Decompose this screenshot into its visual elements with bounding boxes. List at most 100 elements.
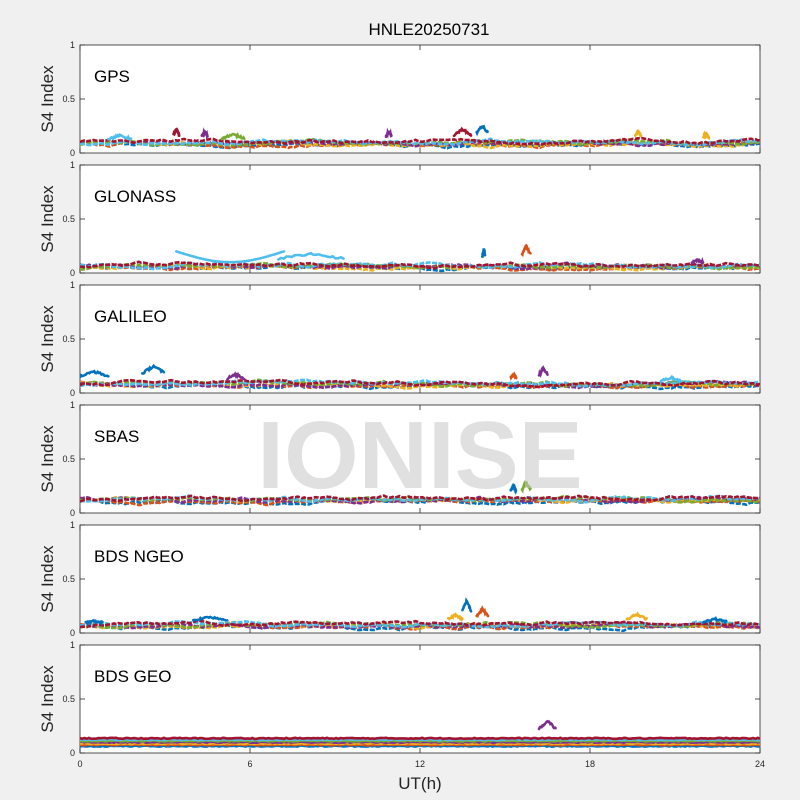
feature-segment [277, 251, 345, 261]
feature-segment [520, 243, 532, 258]
feature-segment [509, 481, 518, 496]
panels: 0 0.5 1 S4 Index GPS 0 0.5 1 S4 Index GLONASS 0 0.5… [38, 40, 765, 769]
y-axis-label: S4 Index [38, 665, 57, 733]
feature-segment [80, 369, 110, 379]
panel-sbas: 0 0.5 1 S4 Index SBAS [38, 400, 761, 518]
feature-segment [384, 127, 393, 140]
data-points [80, 597, 760, 633]
feature-segment [200, 127, 209, 141]
feature-segment [220, 131, 246, 141]
chart-title: HNLE20250731 [369, 20, 490, 39]
y-tick-label: 1 [70, 520, 75, 530]
feature-segment [452, 126, 473, 138]
series-track [80, 494, 760, 504]
data-points [80, 363, 760, 391]
y-tick-label: 1 [70, 400, 75, 410]
feature-segment [192, 615, 229, 622]
feature-segment [175, 250, 286, 264]
series-track [80, 496, 760, 507]
x-axis-label: UT(h) [398, 774, 441, 793]
x-tick-label: 0 [77, 759, 82, 769]
y-tick-label: 0 [70, 628, 75, 638]
constellation-label: SBAS [94, 427, 139, 446]
feature-segment [475, 124, 490, 137]
y-tick-label: 1 [70, 640, 75, 650]
y-axis-label: S4 Index [38, 545, 57, 613]
data-points [80, 243, 760, 273]
plot-area [79, 284, 761, 394]
feature-segment [84, 618, 104, 627]
x-tick-label: 18 [585, 759, 595, 769]
feature-segment [141, 363, 167, 375]
x-tick-label: 12 [415, 759, 425, 769]
y-axis-label: S4 Index [38, 425, 57, 493]
series-track [80, 380, 760, 390]
series-track [80, 137, 760, 147]
series-track [80, 262, 760, 271]
y-tick-label: 0 [70, 268, 75, 278]
y-tick-label: 0.5 [62, 334, 75, 344]
watermark-logo: IONISE [257, 402, 582, 509]
plot-area [79, 644, 761, 754]
feature-segment [702, 616, 728, 626]
series-track [80, 378, 760, 389]
feature-segment [107, 133, 133, 141]
y-axis-label: S4 Index [38, 305, 57, 373]
y-tick-label: 0.5 [62, 454, 75, 464]
constellation-label: BDS NGEO [94, 547, 184, 566]
series-track [80, 136, 760, 146]
panel-bds-ngeo: 0 0.5 1 S4 Index BDS NGEO [38, 520, 761, 638]
y-tick-label: 0.5 [62, 214, 75, 224]
feature-segment [475, 605, 490, 618]
y-tick-label: 1 [70, 40, 75, 50]
x-tick-label: 6 [247, 759, 252, 769]
data-points [80, 124, 760, 150]
feature-segment [172, 125, 181, 137]
plot-area [79, 524, 761, 634]
series-track [80, 739, 760, 743]
series-track [80, 497, 760, 506]
series-track [80, 736, 760, 741]
panel-galileo: 0 0.5 1 S4 Index GALILEO [38, 280, 761, 398]
panel-glonass: 0 0.5 1 S4 Index GLONASS [38, 160, 761, 278]
feature-segment [520, 478, 532, 494]
feature-segment [481, 246, 487, 258]
series-track [80, 621, 760, 630]
series-track [80, 261, 760, 271]
y-tick-label: 0 [70, 748, 75, 758]
constellation-label: GPS [94, 67, 130, 86]
y-tick-label: 0.5 [62, 574, 75, 584]
y-tick-label: 0.5 [62, 94, 75, 104]
y-axis-label: S4 Index [38, 185, 57, 253]
feature-segment [690, 256, 705, 265]
y-tick-label: 0 [70, 508, 75, 518]
plot-area [79, 164, 761, 274]
constellation-label: GALILEO [94, 307, 167, 326]
data-points [80, 719, 760, 748]
y-tick-label: 0.5 [62, 694, 75, 704]
feature-segment [537, 365, 549, 379]
plot-area [79, 44, 761, 154]
data-points [80, 478, 760, 507]
feature-segment [659, 374, 682, 383]
y-tick-label: 1 [70, 160, 75, 170]
y-tick-label: 0 [70, 388, 75, 398]
plot-area [79, 404, 761, 514]
feature-segment [634, 126, 643, 138]
panel-bds-geo: 0 0.5 1 S4 Index BDS GEO [38, 640, 761, 758]
series-track [80, 621, 760, 631]
y-axis-label: S4 Index [38, 65, 57, 133]
series-track [80, 619, 760, 629]
y-tick-label: 1 [70, 280, 75, 290]
constellation-label: BDS GEO [94, 667, 171, 686]
feature-segment [461, 597, 473, 613]
series-track [80, 378, 760, 389]
feature-segment [702, 130, 711, 141]
constellation-label: GLONASS [94, 187, 176, 206]
x-tick-label: 24 [755, 759, 765, 769]
panel-gps: 0 0.5 1 S4 Index GPS [38, 40, 761, 158]
feature-segment [447, 612, 464, 622]
y-tick-label: 0 [70, 148, 75, 158]
series-track [80, 380, 760, 390]
